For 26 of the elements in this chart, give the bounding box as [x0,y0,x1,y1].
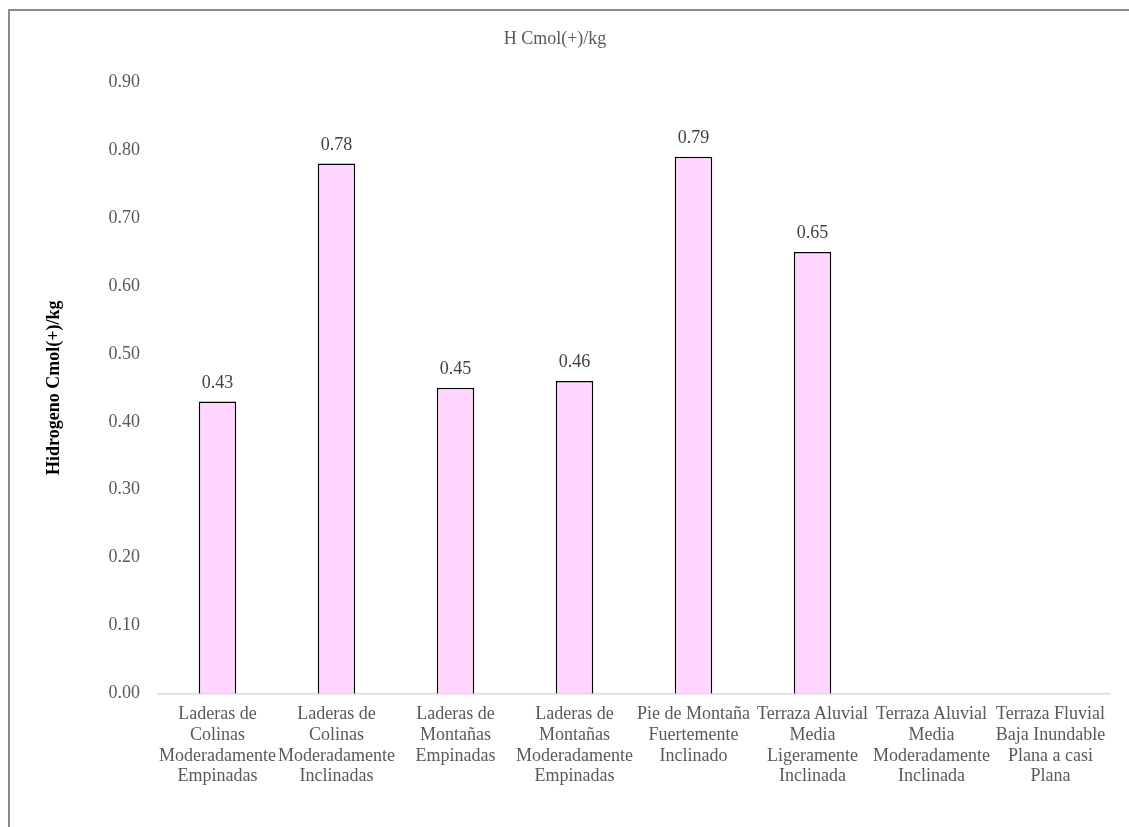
data-label: 0.46 [558,351,591,372]
y-tick-label: 0.40 [108,410,140,431]
y-tick-label: 0.20 [108,546,140,567]
x-tick-label: Terraza Aluvial Media Moderadamente Inclinada [873,703,990,786]
chart-title: H Cmol(+)/kg [503,27,607,49]
x-tick-label: Terraza Aluvial Media Ligeramente Inclinada [756,703,869,786]
x-tick-label: Pie de Montaña Fuertemente Inclinado [637,703,750,765]
y-tick-label: 0.50 [108,342,140,363]
x-tick-label: Laderas de Colinas Moderadamente Empinadas [159,703,276,786]
data-label: 0.43 [201,371,234,392]
y-axis-title: Hidrogeno Cmol(+)/kg [43,300,65,476]
y-tick-label: 0.30 [108,478,140,499]
data-label: 0.65 [796,222,829,243]
y-tick-label: 0.90 [108,70,140,91]
data-label: 0.78 [320,133,353,154]
y-tick-label: 0.10 [108,614,140,635]
data-label: 0.45 [439,357,472,378]
y-tick-label: 0.60 [108,274,140,295]
x-tick-label: Terraza Fluvial Baja Inundable Plana a casi Plana [995,703,1106,786]
y-tick-label: 0.70 [108,206,140,227]
data-label: 0.79 [677,126,710,147]
x-tick-label: Laderas de Montañas Moderadamente Empinadas [516,703,633,786]
x-tick-label: Laderas de Colinas Moderadamente Inclinadas [278,703,395,786]
y-tick-label: 0.00 [108,682,140,703]
y-tick-label: 0.80 [108,138,140,159]
x-tick-label: Laderas de Montañas Empinadas [415,703,496,765]
